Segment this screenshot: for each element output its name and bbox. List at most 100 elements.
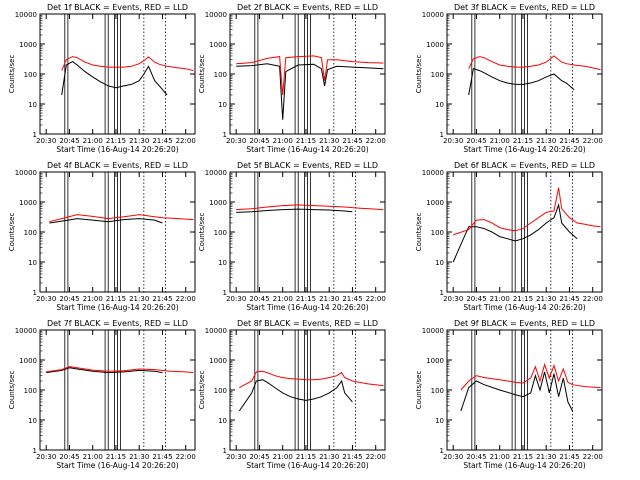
y-tick-label: 10000 xyxy=(15,169,37,177)
y-tick-label: 10000 xyxy=(15,327,37,335)
x-tick-label: 21:45 xyxy=(559,137,579,145)
chart-title: Det 3f BLACK = Events, RED = LLD xyxy=(454,3,595,12)
x-tick-label: 20:30 xyxy=(443,137,463,145)
y-axis-label: Counts/sec xyxy=(415,55,423,94)
chart-panel: Det 5f BLACK = Events, RED = LLD 1 10 100 10… xyxy=(198,161,386,312)
x-tick-label: 21:45 xyxy=(152,453,172,461)
x-tick-label: 20:30 xyxy=(443,453,463,461)
x-axis-label: Start Time (16-Aug-14 20:26:20) xyxy=(56,461,178,470)
x-tick-label: 21:00 xyxy=(490,453,510,461)
x-tick-label: 21:45 xyxy=(342,295,362,303)
x-axis-label: Start Time (16-Aug-14 20:26:20) xyxy=(463,461,585,470)
x-tick-label: 21:00 xyxy=(83,453,103,461)
events-series-line xyxy=(236,208,353,213)
chart-title: Det 2f BLACK = Events, RED = LLD xyxy=(237,3,378,12)
y-axis-label: Counts/sec xyxy=(8,371,16,410)
events-series-line xyxy=(49,218,163,224)
y-tick-label: 100 xyxy=(24,387,37,395)
chart-panel: Det 1f BLACK = Events, RED = LLD 1 10 100 10… xyxy=(8,3,196,154)
y-tick-label: 100 xyxy=(431,229,444,237)
lld-series-line xyxy=(460,362,601,391)
y-tick-label: 10 xyxy=(218,101,227,109)
x-tick-label: 21:00 xyxy=(273,295,293,303)
x-tick-label: 20:45 xyxy=(466,453,486,461)
y-tick-label: 1 xyxy=(223,289,227,297)
x-tick-label: 21:30 xyxy=(319,137,339,145)
y-tick-label: 10000 xyxy=(422,11,444,19)
y-tick-label: 10 xyxy=(28,101,37,109)
lld-series-line xyxy=(239,370,384,389)
y-tick-label: 1 xyxy=(223,447,227,455)
chart-panel: Det 7f BLACK = Events, RED = LLD 1 10 100 10… xyxy=(8,319,196,470)
y-axis-label: Counts/sec xyxy=(198,55,206,94)
x-tick-label: 21:00 xyxy=(490,137,510,145)
y-tick-label: 1000 xyxy=(19,357,37,365)
x-tick-label: 21:30 xyxy=(536,137,556,145)
x-tick-label: 21:30 xyxy=(129,137,149,145)
events-series-line xyxy=(46,367,163,374)
chart-panel: Det 6f BLACK = Events, RED = LLD 1 10 100 10… xyxy=(415,161,603,312)
x-tick-label: 21:45 xyxy=(152,295,172,303)
x-tick-label: 21:00 xyxy=(83,137,103,145)
x-tick-label: 21:00 xyxy=(273,137,293,145)
x-tick-label: 21:00 xyxy=(490,295,510,303)
y-tick-label: 10000 xyxy=(205,169,227,177)
panel-grid: Det 1f BLACK = Events, RED = LLD 1 10 100 10… xyxy=(8,3,603,470)
chart-title: Det 9f BLACK = Events, RED = LLD xyxy=(454,319,595,328)
chart-title: Det 4f BLACK = Events, RED = LLD xyxy=(47,161,188,170)
chart-title: Det 7f BLACK = Events, RED = LLD xyxy=(47,319,188,328)
lld-series-line xyxy=(46,366,194,374)
events-series-line xyxy=(452,202,578,263)
x-tick-label: 22:00 xyxy=(583,137,603,145)
y-tick-label: 1 xyxy=(33,131,37,139)
y-tick-label: 1 xyxy=(33,447,37,455)
x-tick-label: 21:45 xyxy=(559,453,579,461)
x-tick-label: 21:45 xyxy=(342,137,362,145)
y-tick-label: 1 xyxy=(440,447,444,455)
y-axis-label: Counts/sec xyxy=(415,371,423,410)
y-tick-label: 100 xyxy=(431,71,444,79)
lld-series-line xyxy=(468,55,601,71)
x-tick-label: 22:00 xyxy=(176,137,196,145)
x-tick-label: 21:15 xyxy=(296,453,316,461)
y-tick-label: 1 xyxy=(33,289,37,297)
lld-series-line xyxy=(49,214,194,223)
x-tick-label: 21:15 xyxy=(106,453,126,461)
x-axis-label: Start Time (16-Aug-14 20:26:20) xyxy=(463,303,585,312)
x-tick-label: 20:45 xyxy=(249,453,269,461)
x-tick-label: 20:30 xyxy=(36,453,56,461)
x-axis-label: Start Time (16-Aug-14 20:26:20) xyxy=(56,145,178,154)
y-tick-label: 1000 xyxy=(19,199,37,207)
x-tick-label: 20:30 xyxy=(226,295,246,303)
x-tick-label: 21:15 xyxy=(106,295,126,303)
y-axis-label: Counts/sec xyxy=(415,213,423,252)
y-tick-label: 10 xyxy=(435,259,444,267)
x-tick-label: 21:45 xyxy=(342,453,362,461)
x-tick-label: 20:30 xyxy=(36,295,56,303)
lld-series-line xyxy=(236,55,384,96)
y-tick-label: 10000 xyxy=(422,327,444,335)
x-tick-label: 20:30 xyxy=(443,295,463,303)
events-series-line xyxy=(236,63,384,120)
x-tick-label: 22:00 xyxy=(366,295,386,303)
lld-series-line xyxy=(61,56,194,72)
x-tick-label: 20:30 xyxy=(226,453,246,461)
x-tick-label: 20:45 xyxy=(249,295,269,303)
y-tick-label: 100 xyxy=(214,71,227,79)
x-tick-label: 21:30 xyxy=(319,453,339,461)
y-tick-label: 100 xyxy=(24,229,37,237)
x-tick-label: 21:15 xyxy=(296,137,316,145)
events-series-line xyxy=(61,61,168,96)
chart-title: Det 1f BLACK = Events, RED = LLD xyxy=(47,3,188,12)
y-axis-label: Counts/sec xyxy=(198,213,206,252)
x-tick-label: 22:00 xyxy=(366,453,386,461)
x-tick-label: 20:45 xyxy=(59,453,79,461)
x-tick-label: 21:00 xyxy=(83,295,103,303)
y-tick-label: 1 xyxy=(440,131,444,139)
chart-title: Det 8f BLACK = Events, RED = LLD xyxy=(237,319,378,328)
x-axis-label: Start Time (16-Aug-14 20:26:20) xyxy=(463,145,585,154)
lld-series-line xyxy=(453,187,601,236)
x-tick-label: 20:45 xyxy=(466,295,486,303)
